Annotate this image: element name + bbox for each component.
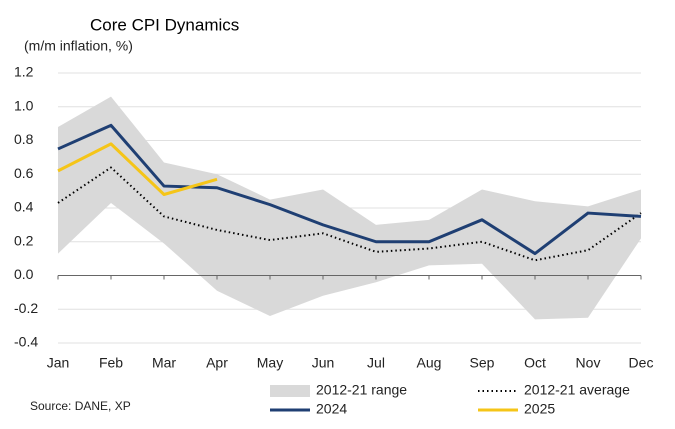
y-tick-label: 0.8 — [14, 131, 34, 147]
x-tick-label: May — [257, 355, 283, 371]
y-tick-label: 0.6 — [14, 165, 34, 181]
y-tick-label: 0.4 — [14, 199, 34, 215]
y-tick-label: 0.0 — [14, 266, 34, 282]
line — [57, 123, 642, 256]
legend-label: 2012-21 range — [316, 382, 407, 398]
range-band — [58, 96, 641, 320]
line — [57, 142, 218, 196]
x-tick-label: Jun — [312, 355, 335, 371]
chart-title: Core CPI Dynamics — [90, 15, 239, 34]
x-tick-label: Mar — [152, 355, 176, 371]
x-tick-label: Sep — [470, 355, 495, 371]
x-tick-label: Jul — [367, 355, 385, 371]
x-tick-label: Feb — [99, 355, 123, 371]
legend-label: 2012-21 average — [524, 382, 630, 398]
chart-subtitle: (m/m inflation, %) — [24, 38, 133, 54]
legend-label: 2024 — [316, 401, 347, 417]
x-tick-label: Jan — [47, 355, 70, 371]
y-tick-label: 1.2 — [14, 64, 34, 80]
x-tick-label: Apr — [206, 355, 228, 371]
y-tick-label: -0.4 — [14, 334, 38, 350]
x-tick-label: Dec — [629, 355, 654, 371]
legend-label: 2025 — [524, 401, 555, 417]
legend-swatch — [270, 385, 310, 397]
y-tick-label: -0.2 — [14, 300, 38, 316]
x-tick-label: Aug — [417, 355, 442, 371]
y-tick-label: 0.2 — [14, 232, 34, 248]
x-tick-label: Nov — [576, 355, 601, 371]
x-tick-label: Oct — [524, 355, 546, 371]
source: Source: DANE, XP — [30, 399, 131, 413]
plot — [57, 96, 642, 320]
y-tick-label: 1.0 — [14, 97, 34, 113]
